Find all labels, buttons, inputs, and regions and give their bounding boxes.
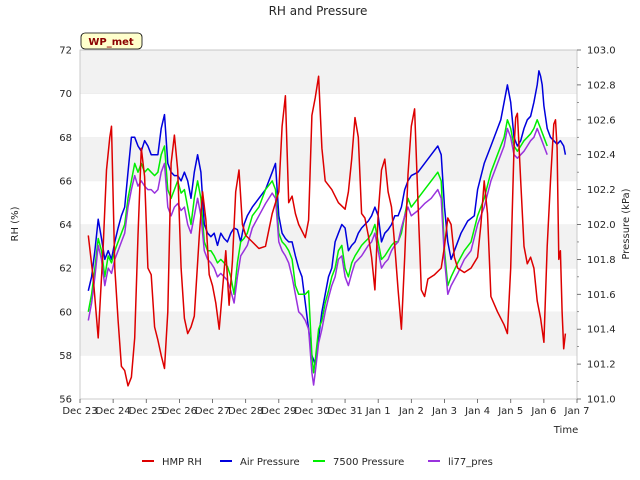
grid-band	[80, 355, 577, 399]
x-axis-label: Time	[553, 425, 578, 436]
y-right-tick-label: 102.4	[587, 150, 616, 161]
y-left-tick-label: 64	[59, 220, 72, 231]
grid-bands	[80, 49, 577, 399]
legend: HMP RH Air Pressure 7500 Pressure li77_pres	[142, 457, 493, 468]
y-left-axis-ticks: 56 58 60 62 64 66 68 70 72	[59, 46, 72, 406]
x-tick-label: Dec 23	[62, 406, 97, 417]
y-right-tick-label: 101.6	[587, 290, 616, 301]
y-left-tick-label: 62	[59, 264, 72, 275]
legend-label: HMP RH	[162, 457, 202, 468]
grid-band	[80, 311, 577, 356]
grid-band	[80, 224, 577, 269]
series-group	[87, 70, 567, 387]
x-tick-label: Jan 1	[365, 406, 391, 417]
y-left-axis-label: RH (%)	[10, 206, 21, 241]
grid-band	[80, 180, 577, 225]
y-right-tick-label: 102.8	[587, 80, 616, 91]
site-badge: WP_met	[80, 32, 143, 50]
y-right-axis-label: Pressure (kPa)	[621, 188, 632, 259]
y-right-tick-label: 101.4	[587, 325, 616, 336]
x-tick-label: Jan 5	[497, 406, 523, 417]
y-right-tick-label: 102.2	[587, 185, 616, 196]
x-tick-label: Jan 6	[530, 406, 556, 417]
y-right-tick-label: 102.0	[587, 220, 616, 231]
x-tick-label: Dec 25	[129, 406, 164, 417]
y-right-tick-label: 101.0	[587, 395, 616, 406]
series-line-li77-pres	[87, 127, 548, 386]
x-tick-label: Jan 7	[564, 406, 590, 417]
grid-band	[80, 50, 577, 94]
x-tick-label: Dec 31	[327, 406, 362, 417]
series-line-hmp-rh	[87, 75, 567, 387]
legend-label: 7500 Pressure	[333, 457, 404, 468]
x-tick-label: Dec 30	[294, 406, 329, 417]
legend-label: Air Pressure	[240, 457, 300, 468]
x-tick-label: Jan 2	[398, 406, 424, 417]
y-left-tick-label: 68	[59, 133, 72, 144]
x-tick-label: Dec 24	[96, 406, 131, 417]
site-badge-text: WP_met	[88, 37, 134, 48]
x-tick-label: Dec 27	[195, 406, 230, 417]
x-tick-label: Dec 26	[162, 406, 197, 417]
y-left-tick-label: 58	[59, 351, 72, 362]
y-right-tick-label: 101.8	[587, 255, 616, 266]
y-left-tick-label: 60	[59, 307, 72, 318]
y-left-tick-label: 56	[59, 395, 72, 406]
y-left-tick-label: 66	[59, 176, 72, 187]
y-right-axis-ticks: 101.0 101.2 101.4 101.6 101.8 102.0 102.2 102.4…	[577, 46, 616, 406]
x-tick-label: Jan 4	[464, 406, 490, 417]
x-tick-label: Jan 3	[431, 406, 457, 417]
y-right-tick-label: 103.0	[587, 46, 616, 57]
grid-band	[80, 137, 577, 181]
y-right-tick-label: 102.6	[587, 115, 616, 126]
y-left-tick-label: 70	[59, 89, 72, 100]
legend-label: li77_pres	[448, 457, 493, 468]
series-line-7500-pressure	[87, 119, 548, 374]
x-tick-label: Dec 28	[228, 406, 263, 417]
y-left-tick-label: 72	[59, 46, 72, 57]
x-tick-label: Dec 29	[261, 406, 296, 417]
y-right-tick-label: 101.2	[587, 360, 616, 371]
grid-band	[80, 93, 577, 138]
chart-title: RH and Pressure	[269, 4, 368, 18]
